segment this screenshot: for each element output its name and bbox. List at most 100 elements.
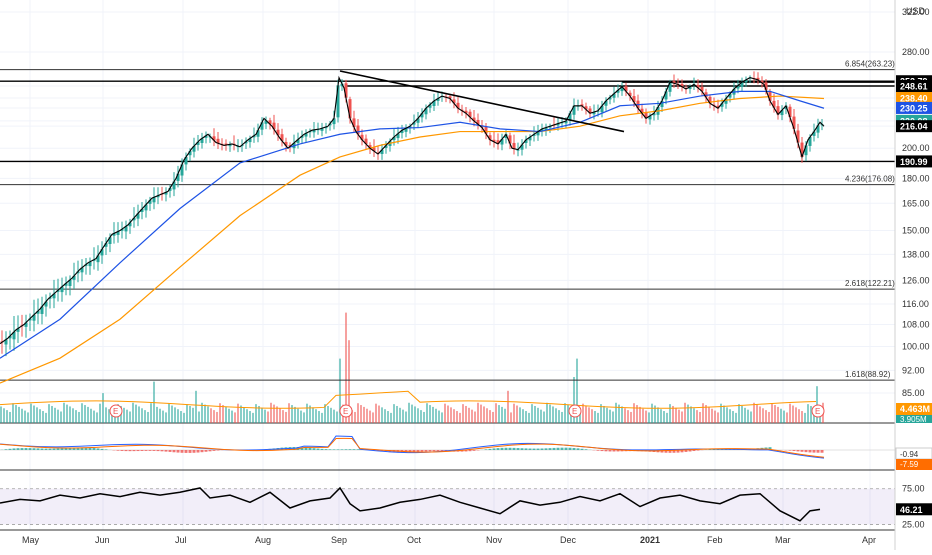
volume-bar <box>597 413 599 423</box>
volume-bar <box>63 403 65 423</box>
volume-bar <box>702 403 704 423</box>
volume-bar <box>627 410 629 423</box>
volume-bar <box>471 410 473 423</box>
volume-bar <box>543 412 545 424</box>
volume-bar <box>327 406 329 423</box>
volume-bar <box>798 409 800 423</box>
volume-bar <box>129 412 131 424</box>
macd-histogram-bar <box>501 448 504 450</box>
macd-histogram-bar <box>341 449 344 450</box>
volume-bar <box>279 408 281 423</box>
volume-bar <box>222 405 224 423</box>
volume-bar <box>258 406 260 423</box>
volume-bar <box>531 404 533 423</box>
macd-histogram-bar <box>425 450 428 451</box>
volume-bar <box>72 408 74 423</box>
volume-bar <box>783 411 785 423</box>
volume-bar <box>594 411 596 423</box>
volume-bar <box>735 413 737 423</box>
volume-bar <box>732 411 734 423</box>
price-tag-label: 216.04 <box>900 122 928 132</box>
macd-histogram-bar <box>569 448 572 450</box>
price-tick-label: 116.00 <box>902 299 929 309</box>
macd-histogram-bar <box>337 449 340 450</box>
volume-bar <box>744 408 746 423</box>
volume-bar <box>123 408 125 423</box>
macd-histogram-bar <box>329 449 332 450</box>
macd-histogram-bar <box>605 450 608 451</box>
macd-histogram-bar <box>581 449 584 450</box>
macd-histogram-bar <box>353 449 356 450</box>
volume-bar <box>405 412 407 424</box>
volume-bar <box>330 408 332 423</box>
volume-bar <box>792 406 794 423</box>
volume-bar <box>450 407 452 423</box>
macd-histogram-bar <box>561 448 564 450</box>
volume-bar <box>99 404 101 423</box>
candle-body[interactable] <box>513 143 516 149</box>
volume-bar <box>282 410 284 423</box>
volume-bar <box>759 406 761 423</box>
volume-bar <box>3 408 5 423</box>
volume-bar <box>507 391 509 423</box>
macd-histogram-bar <box>13 448 16 450</box>
volume-bar <box>93 411 95 423</box>
volume-bar <box>207 406 209 423</box>
volume-bar <box>30 404 32 423</box>
macd-histogram-bar <box>181 450 184 453</box>
volume-bar <box>747 410 749 423</box>
volume-bar <box>756 405 758 423</box>
macd-histogram-bar <box>497 448 500 450</box>
macd-histogram-bar <box>157 450 160 451</box>
fib-level-label: 1.618(88.92) <box>845 370 891 379</box>
volume-bar <box>774 405 776 423</box>
volume-bar <box>21 409 23 423</box>
volume-bar <box>57 410 59 423</box>
volume-bar <box>429 405 431 423</box>
macd-histogram-bar <box>165 450 168 452</box>
macd-histogram-bar <box>697 450 700 451</box>
volume-bar <box>180 411 182 423</box>
macd-histogram-bar <box>437 450 440 451</box>
volume-bar <box>486 408 488 423</box>
macd-histogram-bar <box>521 448 524 450</box>
macd-histogram-bar <box>193 450 196 453</box>
volume-bar <box>315 409 317 423</box>
volume-bar <box>60 412 62 424</box>
volume-bar <box>372 412 374 423</box>
earnings-marker-label: E <box>815 407 820 416</box>
price-tick-label: 85.00 <box>902 388 925 398</box>
volume-bar <box>390 413 392 423</box>
volume-bar <box>48 404 50 423</box>
volume-bar <box>699 412 701 423</box>
macd-histogram-bar <box>349 449 352 450</box>
volume-bar <box>27 412 29 423</box>
volume-bar <box>333 410 335 423</box>
volume-bar <box>9 412 11 423</box>
volume-bar <box>468 408 470 423</box>
volume-bar <box>408 403 410 423</box>
macd-histogram-bar <box>205 450 208 452</box>
volume-bar <box>675 408 677 423</box>
volume-bar <box>534 406 536 423</box>
rsi-tick-label: 25.00 <box>902 519 925 529</box>
macd-histogram-bar <box>433 450 436 451</box>
volume-bar <box>522 409 524 423</box>
fib-level-label: 6.854(263.23) <box>845 60 895 69</box>
price-tick-label: 165.00 <box>902 198 930 208</box>
volume-bar <box>243 407 245 423</box>
macd-histogram-bar <box>121 450 124 451</box>
volume-bar <box>771 403 773 423</box>
volume-bar <box>498 405 500 423</box>
volume-bar <box>45 413 47 423</box>
volume-bar <box>564 403 566 423</box>
volume-bar <box>495 403 497 423</box>
macd-histogram-bar <box>813 450 816 453</box>
volume-bar <box>492 412 494 423</box>
volume-bar <box>795 407 797 423</box>
volume-bar <box>249 411 251 423</box>
volume-bar <box>453 409 455 423</box>
volume-bar <box>162 411 164 423</box>
